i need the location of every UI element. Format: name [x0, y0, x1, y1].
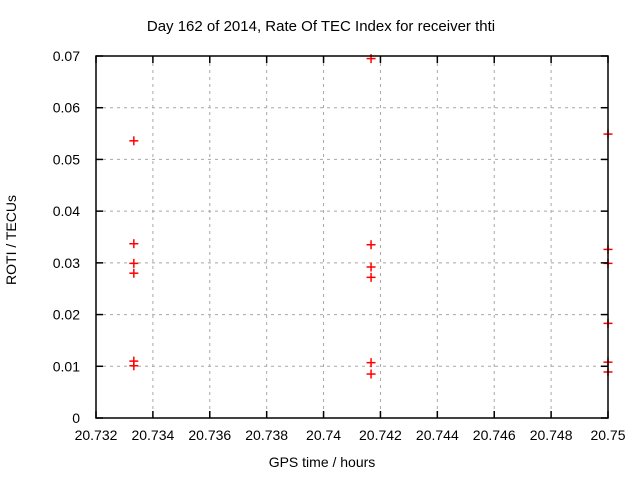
chart-title: Day 162 of 2014, Rate Of TEC Index for r… — [147, 18, 495, 35]
x-tick-label: 20.746 — [473, 427, 516, 443]
x-tick-label: 20.748 — [530, 427, 573, 443]
plot-border — [95, 55, 609, 419]
x-tick-label: 20.75 — [590, 427, 625, 443]
data-point — [129, 258, 139, 268]
y-tick-label: 0.02 — [53, 307, 80, 323]
x-tick-label: 20.74 — [306, 427, 341, 443]
x-tick-labels: 20.732 20.734 20.736 20.738 20.74 20.742 20.74… — [75, 427, 626, 443]
data-point — [129, 239, 139, 249]
x-tick-label: 20.734 — [131, 427, 174, 443]
y-tick-label: 0.04 — [53, 203, 80, 219]
y-tick-label: 0.05 — [53, 151, 80, 167]
x-tick-label: 20.738 — [245, 427, 288, 443]
data-point — [366, 240, 376, 250]
data-point — [366, 262, 376, 272]
data-point — [366, 369, 376, 379]
y-axis-label: ROTI / TECUs — [3, 195, 19, 285]
data-point — [366, 272, 376, 282]
plot-frame — [95, 55, 609, 419]
x-tick-label: 20.732 — [75, 427, 118, 443]
y-tick-label: 0.01 — [53, 358, 80, 374]
y-tick-label: 0 — [72, 410, 80, 426]
y-tick-label: 0.06 — [53, 100, 80, 116]
data-point — [366, 358, 376, 368]
data-point — [129, 268, 139, 278]
x-axis-label: GPS time / hours — [269, 454, 376, 470]
x-tick-label: 20.744 — [416, 427, 459, 443]
x-tick-label: 20.736 — [188, 427, 231, 443]
y-tick-label: 0.03 — [53, 255, 80, 271]
y-tick-labels: 0 0.01 0.02 0.03 0.04 0.05 0.06 0.07 — [53, 48, 80, 426]
data-point — [129, 136, 139, 146]
data-points — [129, 54, 613, 379]
x-tick-label: 20.742 — [359, 427, 402, 443]
data-point — [129, 361, 139, 371]
y-tick-label: 0.07 — [53, 48, 80, 64]
gridlines — [96, 56, 608, 418]
